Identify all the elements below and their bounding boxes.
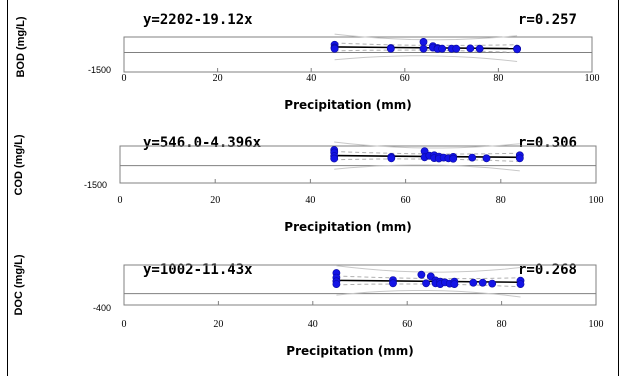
panel-2-equation: y=546.0-4.396x	[143, 135, 262, 151]
panel-1-data-point	[466, 44, 475, 53]
panel-3-data-point	[450, 280, 459, 288]
panel-3-data-point	[422, 279, 430, 288]
panel-3-data-point	[488, 279, 497, 288]
panel-3-data-point	[469, 278, 478, 287]
panel-2-data-point	[468, 153, 477, 162]
panel-1-data-point	[475, 44, 484, 53]
panel-2-data-point	[515, 154, 524, 163]
panel-1-data-point	[419, 44, 428, 53]
panel-1-data-point	[452, 44, 461, 53]
panel-3-x-tick-label: 0	[122, 319, 127, 330]
panel-3-y-axis-label: DOC (mg/L)	[13, 254, 25, 315]
panel-3-y-min-label: -400	[93, 303, 111, 313]
panel-3-prediction-band-upper	[336, 265, 521, 273]
panel-2-data-point	[387, 154, 396, 163]
panel-3-data-point	[389, 279, 397, 288]
panel-3-x-tick-label: 100	[589, 319, 604, 330]
panel-1-x-tick-label: 60	[400, 73, 410, 84]
panel-2-prediction-band-upper	[334, 141, 520, 149]
panel-1-equation: y=2202-19.12x	[143, 12, 253, 28]
panel-1-confidence-band-upper	[334, 42, 518, 46]
panel-1-data-point	[438, 44, 447, 53]
panel-2-x-tick-label: 100	[589, 195, 604, 206]
panel-1-data-point	[419, 38, 428, 46]
panel-1-y-axis-label: BOD (mg/L)	[15, 16, 27, 77]
panel-3-data-point	[332, 280, 341, 288]
panel-3-data-point	[417, 270, 426, 279]
panel-1-y-min-label: -1500	[88, 65, 111, 75]
panel-2-x-tick-label: 80	[496, 195, 506, 206]
panel-2-x-tick-label: 40	[305, 195, 315, 206]
panel-3-prediction-band-lower	[336, 290, 521, 298]
panel-3-plot-frame	[123, 264, 597, 306]
panel-1-x-tick-label: 20	[213, 73, 223, 84]
panel-3-x-tick-label: 60	[402, 319, 412, 330]
panel-1-r-value: r=0.257	[518, 12, 577, 28]
panel-2-x-tick-label: 20	[210, 195, 220, 206]
panel-3-x-axis-label: Precipitation (mm)	[286, 344, 413, 358]
panel-1-prediction-band-lower	[334, 55, 518, 62]
panel-1-data-point	[330, 44, 339, 53]
panel-1-data-point	[513, 45, 521, 54]
panel-2-plot-frame	[119, 145, 597, 184]
panel-2-x-axis-label: Precipitation (mm)	[284, 220, 411, 234]
panel-2-data-point	[449, 154, 458, 163]
panel-2-x-tick-label: 0	[118, 195, 123, 206]
panel-2-r-value: r=0.306	[518, 135, 577, 151]
panel-2-x-tick-label: 60	[401, 195, 411, 206]
panel-3-x-tick-label: 40	[308, 319, 318, 330]
panel-3-data-point	[478, 278, 487, 287]
panel-2-y-min-label: -1500	[84, 180, 107, 190]
panel-1-x-tick-label: 80	[493, 73, 503, 84]
panel-1-data-point	[386, 44, 395, 53]
figure-frame	[7, 0, 619, 376]
panel-1-x-tick-label: 40	[306, 73, 316, 84]
panel-3-equation: y=1002-11.43x	[143, 262, 253, 278]
panel-1-x-axis-label: Precipitation (mm)	[284, 98, 411, 112]
panel-2-data-point	[482, 154, 491, 163]
panel-3-x-tick-label: 80	[497, 319, 507, 330]
panel-3-r-value: r=0.268	[518, 262, 577, 278]
panel-2-y-axis-label: COD (mg/L)	[13, 134, 25, 195]
panel-2-data-point	[330, 154, 339, 163]
panel-1-x-tick-label: 100	[585, 73, 600, 84]
panel-1-x-tick-label: 0	[122, 73, 127, 84]
panel-2-prediction-band-lower	[334, 164, 520, 172]
panel-3-data-point	[516, 280, 525, 288]
panel-3-x-tick-label: 20	[213, 319, 223, 330]
panel-1-plot-frame	[123, 36, 593, 73]
